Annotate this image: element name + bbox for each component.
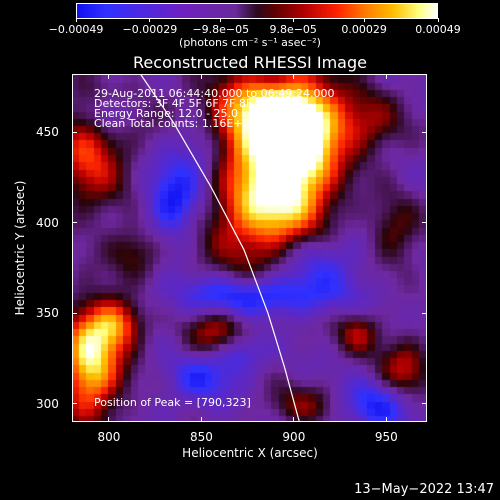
y-tick-mark — [72, 403, 77, 405]
colorbar-tick-label: −0.00029 — [122, 23, 178, 36]
plot-area: 29-Aug-2011 06:44:40.000 to 06:49:24.000… — [72, 74, 427, 422]
y-tick-label: 450 — [36, 125, 59, 139]
x-tick-mark — [293, 74, 295, 79]
y-tick-mark — [422, 403, 427, 405]
y-tick-mark — [422, 312, 427, 314]
colorbar-tick-label: −0.00049 — [48, 23, 104, 36]
footer-timestamp: 13−May−2022 13:47 — [354, 482, 494, 497]
x-tick-mark — [108, 417, 110, 422]
info-energy-range: Energy Range: 12.0 - 25.0 keV — [94, 107, 262, 120]
info-block: 29-Aug-2011 06:44:40.000 to 06:49:24.000… — [94, 87, 335, 130]
x-axis-label: Heliocentric X (arcsec) — [182, 446, 318, 460]
y-tick-label: 300 — [36, 396, 59, 411]
chart-title: Reconstructed RHESSI Image — [133, 53, 367, 72]
y-tick-label: 350 — [36, 306, 59, 321]
colorbar-tick-label: 0.00029 — [341, 23, 387, 36]
x-tick-mark — [293, 417, 295, 422]
y-tick-mark — [72, 131, 77, 133]
y-tick-label: 400 — [36, 215, 59, 230]
x-tick-mark — [385, 417, 387, 422]
limb-overlay — [139, 74, 300, 422]
x-tick-mark — [108, 74, 110, 79]
info-counts: Clean Total counts: 1.16E+04 — [94, 117, 257, 130]
colorbar-tick — [437, 18, 439, 22]
x-tick-mark — [200, 417, 202, 422]
y-axis-label: Heliocentric Y (arcsec) — [13, 180, 27, 316]
colorbar-tick — [363, 18, 365, 22]
x-tick-mark — [200, 74, 202, 79]
colorbar-tick — [220, 18, 222, 22]
info-detectors: Detectors: 3F 4F 5F 6F 7F 8F, All 9 — [94, 97, 284, 110]
x-tick-label: 950 — [374, 430, 398, 444]
colorbar — [76, 3, 438, 19]
x-tick-label: 800 — [97, 430, 121, 444]
solar-limb-curve — [139, 74, 300, 422]
colorbar-unit-label: (photons cm⁻² s⁻¹ asec⁻²) — [179, 36, 321, 49]
info-time-range: 29-Aug-2011 06:44:40.000 to 06:49:24.000 — [94, 87, 335, 100]
y-tick-mark — [72, 312, 77, 314]
x-tick-mark — [385, 74, 387, 79]
peak-position-label: Position of Peak = [790,323] — [94, 396, 251, 409]
y-tick-mark — [72, 222, 77, 224]
x-tick-label: 850 — [189, 430, 213, 444]
y-tick-mark — [422, 131, 427, 133]
colorbar-tick-label: −9.8e−05 — [192, 23, 250, 36]
colorbar-tick-label: 0.00049 — [415, 23, 461, 36]
x-tick-label: 900 — [282, 430, 306, 444]
heatmap-image — [72, 74, 427, 422]
colorbar-tick — [75, 18, 77, 22]
colorbar-tick — [149, 18, 151, 22]
colorbar-tick — [292, 18, 294, 22]
y-tick-mark — [422, 222, 427, 224]
colorbar-tick-label: 9.8e−05 — [269, 23, 317, 36]
